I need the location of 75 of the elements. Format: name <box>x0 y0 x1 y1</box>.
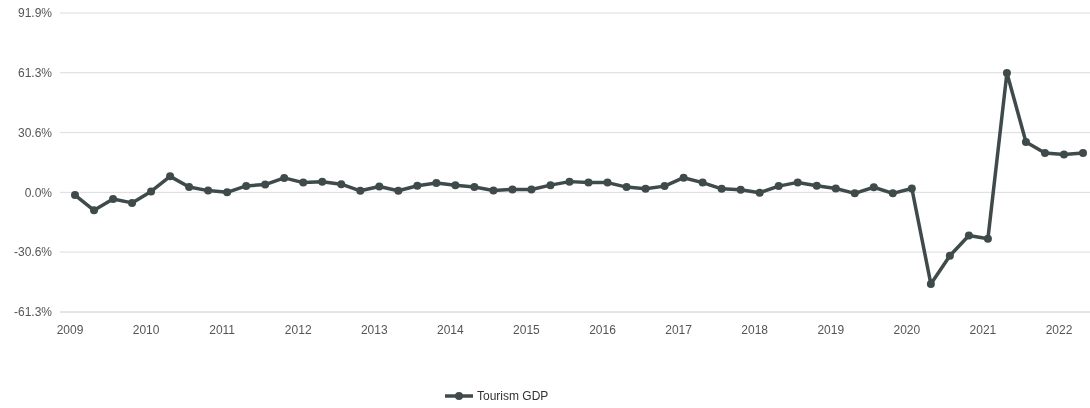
x-tick-label: 2012 <box>284 323 312 337</box>
point <box>717 184 726 193</box>
x-tick-label: 2021 <box>969 323 997 337</box>
point <box>679 173 688 182</box>
point <box>755 188 764 197</box>
point <box>698 178 707 187</box>
point <box>869 183 878 192</box>
point <box>1059 150 1068 159</box>
x-tick-label: 2010 <box>132 323 160 337</box>
point <box>774 182 783 191</box>
point <box>907 184 916 193</box>
point <box>223 188 232 197</box>
point <box>793 178 802 187</box>
point <box>660 182 669 191</box>
y-tick-label: 30.6% <box>17 125 53 140</box>
point <box>299 178 308 187</box>
point <box>280 173 289 182</box>
y-tick-label: 0.0% <box>24 185 53 200</box>
point <box>337 180 346 189</box>
point <box>166 172 175 181</box>
point <box>242 181 251 190</box>
point <box>109 195 118 203</box>
x-tick-label: 2020 <box>893 323 921 337</box>
point <box>318 177 327 186</box>
x-tick-label: 2016 <box>589 323 617 337</box>
x-tick-label: 2022 <box>1045 323 1073 337</box>
point <box>90 206 99 215</box>
y-tick-label: 91.9% <box>17 6 53 21</box>
point <box>204 186 213 195</box>
y-tick-label: -30.6% <box>13 245 53 260</box>
y-tick-label: -61.3% <box>13 305 53 320</box>
point <box>1021 138 1030 147</box>
point <box>812 181 821 190</box>
point <box>394 186 403 195</box>
point <box>1002 68 1011 77</box>
point <box>565 177 574 186</box>
point <box>261 180 270 189</box>
point <box>945 251 954 260</box>
point <box>356 186 365 195</box>
point <box>147 187 156 196</box>
point <box>527 185 536 194</box>
point <box>888 189 897 198</box>
point <box>375 182 384 191</box>
x-tick-label: 2019 <box>817 323 845 337</box>
x-tick-label: 2009 <box>56 323 84 337</box>
point <box>546 181 555 190</box>
point <box>185 183 194 192</box>
x-tick-label: 2018 <box>741 323 769 337</box>
x-tick-label: 2017 <box>665 323 693 337</box>
legend-label: Tourism GDP <box>477 389 549 404</box>
point <box>603 178 612 187</box>
point <box>736 185 745 194</box>
point <box>1040 148 1049 157</box>
point <box>413 181 422 190</box>
point <box>128 198 137 207</box>
point <box>983 234 992 243</box>
point <box>451 181 460 190</box>
point <box>489 186 498 195</box>
point <box>1079 148 1087 157</box>
point <box>432 178 441 187</box>
point <box>831 184 840 193</box>
point <box>964 231 973 240</box>
point <box>641 184 650 193</box>
point <box>470 183 479 192</box>
point <box>508 185 517 194</box>
x-tick-label: 2011 <box>209 323 236 337</box>
x-tick-label: 2015 <box>513 323 541 337</box>
point <box>584 178 593 187</box>
point <box>71 191 79 200</box>
x-tick-label: 2013 <box>360 323 388 337</box>
point <box>850 189 859 198</box>
point <box>622 183 631 192</box>
y-tick-label: 61.3% <box>17 65 53 80</box>
point <box>926 279 935 288</box>
x-tick-label: 2014 <box>437 323 465 337</box>
